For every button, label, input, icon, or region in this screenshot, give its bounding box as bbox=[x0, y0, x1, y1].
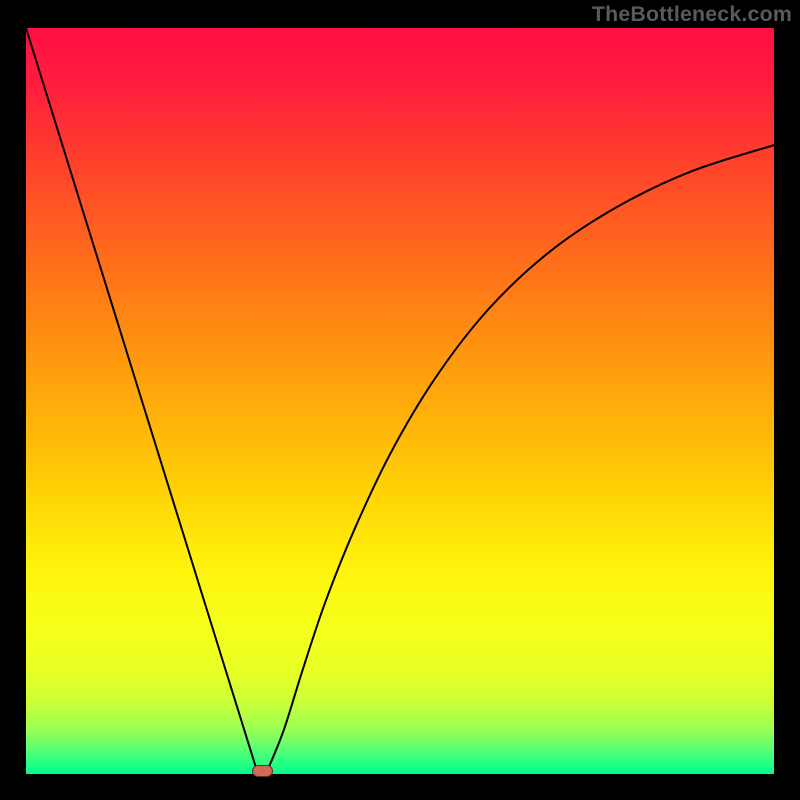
curve-right-branch bbox=[269, 145, 774, 766]
watermark-text: TheBottleneck.com bbox=[592, 2, 792, 27]
minimum-marker bbox=[252, 765, 273, 777]
plot-area bbox=[26, 28, 774, 774]
curve-layer bbox=[26, 28, 774, 774]
curve-left-branch bbox=[26, 28, 256, 767]
chart-canvas: TheBottleneck.com bbox=[0, 0, 800, 800]
